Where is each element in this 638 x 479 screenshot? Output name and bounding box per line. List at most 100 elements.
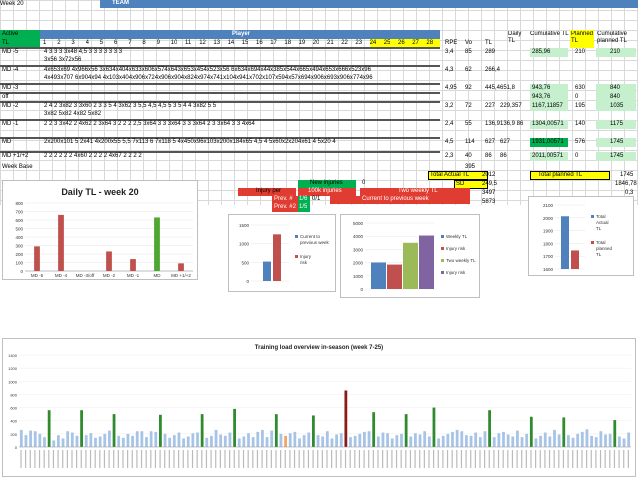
new-injuries-label: New injuries: [310, 180, 343, 186]
row-vo: 62: [465, 67, 472, 73]
bar: [228, 432, 232, 447]
total-actual-value: 2012: [482, 172, 496, 178]
x-tick-label: [275, 450, 277, 468]
bar: [270, 430, 274, 447]
legend-label: Total planned TL: [596, 240, 613, 257]
row-cum-planned: 1745: [610, 153, 624, 159]
y-tick-label: 0: [246, 279, 249, 284]
legend-swatch: [441, 259, 444, 262]
x-tick-label: [446, 450, 449, 468]
team-label: TEAM: [112, 0, 129, 6]
x-tick-label: [307, 450, 310, 468]
x-tick-label: [89, 450, 92, 468]
two-weekly-label: Two weekly TL: [398, 188, 438, 194]
legend-swatch: [441, 235, 444, 238]
row-cum-planned: 210: [610, 49, 621, 55]
x-tick-label: [535, 450, 537, 468]
bar: [274, 414, 278, 447]
x-tick-label: [229, 450, 231, 468]
team-header-bar: [100, 0, 638, 8]
vo-header: Vo: [465, 40, 473, 46]
x-tick-label: [576, 450, 578, 468]
x-tick-label: [196, 450, 198, 468]
injury-per-bg: [238, 188, 296, 196]
x-tick-label: [368, 450, 370, 468]
row-subdata: 4x493x707 6x904x94 4x103x404x906x724x906…: [44, 75, 373, 81]
bar: [585, 429, 589, 447]
daily-chart-svg: Daily TL - week 20 0 100 200 300 400 500 600 700…: [15, 187, 193, 278]
bar: [154, 217, 160, 271]
bar: [191, 433, 195, 447]
rest-label: Prev. #2: [274, 204, 296, 210]
row-planned: 195: [575, 103, 586, 109]
y-tick-label: 300: [15, 244, 23, 249]
bar: [186, 436, 190, 447]
bar: [163, 433, 167, 447]
row-planned: 0: [575, 94, 579, 100]
tl-label: TL: [2, 40, 10, 46]
player-number: 20: [312, 40, 320, 46]
bar: [418, 434, 422, 447]
bar: [561, 216, 569, 269]
y-tick-label: 1200: [8, 366, 18, 371]
bar: [381, 432, 385, 447]
x-tick-label: [572, 450, 574, 468]
row-divider: [0, 101, 440, 103]
bar: [302, 435, 306, 447]
bar: [372, 412, 376, 447]
week-base-label: Week Base: [2, 164, 33, 170]
x-tick-label: [284, 450, 286, 468]
y-tick-label: 600: [15, 218, 23, 223]
row-daily: 86: [500, 153, 507, 159]
bar: [608, 433, 612, 447]
bar: [423, 431, 427, 447]
x-tick-label: [335, 450, 337, 468]
x-tick-label: [182, 450, 184, 468]
bar: [47, 410, 51, 447]
row-vo: 72: [465, 103, 472, 109]
cumulative-bg: [530, 102, 568, 111]
current-label: Current to previous week: [362, 196, 429, 202]
bar: [580, 431, 584, 447]
mini-chart-3: 1600 1700 1800 1900 2000 2100 Total Actual TL Tot…: [528, 196, 634, 276]
bar: [159, 414, 162, 447]
legend-line: risk: [300, 260, 308, 265]
x-tick-label: [159, 450, 161, 468]
x-tick-label: [256, 450, 259, 468]
prev-value-bg: [298, 196, 310, 204]
row-planned: 0: [575, 153, 579, 159]
row-cumulative: 1167,11857: [532, 103, 563, 109]
overview-chart-svg: Training load overview in-season (week 7…: [8, 345, 631, 468]
bar: [529, 416, 533, 447]
x-tick-label: [442, 450, 444, 468]
x-tick-label: [298, 450, 300, 468]
player-number: 14: [227, 40, 235, 46]
bar: [261, 429, 264, 447]
tl2-header: TL: [485, 40, 493, 46]
player-number: 16: [256, 40, 263, 46]
player-number: 5: [99, 40, 104, 46]
x-tick-label: [562, 450, 565, 468]
x-tick-label: [488, 450, 490, 468]
player-number: 26: [398, 40, 405, 46]
y-tick-label: 200: [15, 252, 23, 257]
y-tick-label: 2000: [543, 216, 554, 221]
bar: [66, 431, 70, 447]
bar: [414, 433, 417, 447]
bar: [29, 430, 32, 447]
bar: [58, 214, 64, 271]
total-actual-box: [428, 171, 488, 180]
y-tick-label: 700: [15, 210, 23, 215]
bar: [210, 435, 213, 447]
row-data: 2 2 3 3x42 2 4x62 2 3x64 3 2 2 2 2,5 3x6…: [44, 121, 255, 127]
player-highlight: [370, 39, 440, 48]
bar: [387, 264, 402, 289]
rest-value: 1/5: [299, 204, 308, 210]
row-label: MD: [2, 139, 12, 145]
x-tick-label: [502, 450, 504, 468]
bar: [506, 434, 510, 447]
player-number: 17: [270, 40, 277, 46]
x-tick-label: [544, 450, 546, 468]
bar: [182, 438, 185, 447]
bar: [451, 431, 454, 447]
